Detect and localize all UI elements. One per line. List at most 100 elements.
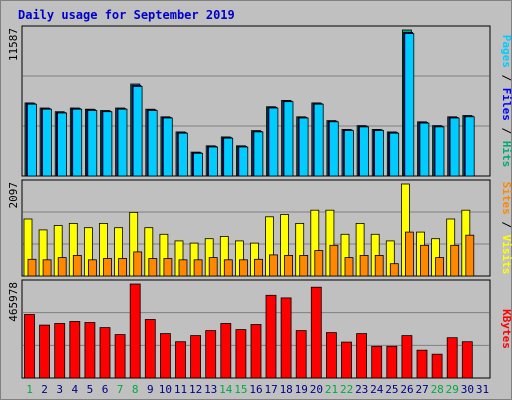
bar-kbytes-day-17 (265, 294, 277, 379)
bar-sites-day-6 (103, 258, 112, 277)
day-label: 23 (355, 383, 368, 396)
day-label: 30 (461, 383, 474, 396)
bar-kbytes-day-14 (220, 323, 232, 379)
series-legend: Pages / Files / Hits (500, 35, 512, 168)
bar-pages-day-13 (208, 146, 219, 177)
bar-sites-day-24 (374, 254, 384, 277)
panel-1: 2097 Sites / Visits (7, 179, 512, 277)
bar-sites-day-20 (314, 250, 324, 277)
bar-pages-day-18 (283, 101, 294, 177)
day-label: 2 (41, 383, 48, 396)
series-legend: Sites / Visits (500, 182, 512, 275)
day-label: 5 (87, 383, 94, 396)
day-label: 6 (102, 383, 109, 396)
bar-pages-day-14 (223, 137, 234, 177)
bar-sites-day-25 (389, 263, 399, 277)
bar-kbytes-day-5 (84, 322, 96, 379)
bar-pages-day-15 (238, 146, 249, 177)
day-label: 24 (370, 383, 384, 396)
bar-pages-day-11 (177, 132, 188, 177)
bar-kbytes-day-29 (446, 337, 458, 379)
bar-kbytes-day-9 (144, 319, 156, 379)
day-label: 26 (400, 383, 413, 396)
bar-kbytes-day-27 (416, 349, 428, 379)
bar-sites-day-7 (118, 258, 127, 277)
day-label: 7 (117, 383, 124, 396)
bar-pages-day-8 (132, 86, 143, 177)
bar-sites-day-8 (133, 251, 143, 277)
panel-2: 465978 KBytes (7, 279, 512, 379)
bar-sites-day-2 (42, 259, 52, 277)
legend-entry: Sites (500, 182, 512, 215)
bar-sites-day-12 (193, 259, 203, 277)
y-max-label: 11587 (7, 28, 20, 61)
bar-pages-day-19 (298, 117, 309, 177)
day-label: 21 (325, 383, 338, 396)
bar-kbytes-day-20 (310, 286, 322, 379)
bar-sites-day-30 (465, 234, 475, 277)
bar-sites-day-3 (57, 257, 67, 277)
bar-kbytes-day-3 (54, 323, 66, 379)
bar-sites-day-10 (163, 258, 173, 277)
day-label: 10 (159, 383, 172, 396)
bar-kbytes-day-22 (341, 341, 352, 379)
day-label: 1 (26, 383, 33, 396)
day-label: 14 (219, 383, 233, 396)
chart-panels: 11587 Pages / Files / Hits 2097 Sites / Vis… (7, 25, 512, 379)
bar-sites-day-28 (435, 257, 445, 277)
bar-kbytes-day-13 (205, 330, 217, 379)
bar-sites-day-22 (344, 257, 354, 277)
bar-sites-day-1 (27, 258, 37, 277)
bar-pages-day-25 (389, 132, 400, 177)
bar-kbytes-day-28 (431, 353, 443, 379)
bar-pages-day-17 (268, 107, 279, 177)
day-label: 4 (71, 383, 78, 396)
day-label: 31 (476, 383, 489, 396)
bar-pages-day-12 (193, 152, 203, 177)
legend-entry: Files (500, 88, 512, 121)
bar-sites-day-26 (404, 231, 414, 277)
bar-kbytes-day-19 (295, 330, 307, 379)
bar-pages-day-23 (359, 126, 369, 177)
bar-sites-day-5 (88, 259, 97, 277)
day-label: 13 (204, 383, 217, 396)
day-labels: 1 2 3 4 5 6 7 8 9 10 11 12 13 14 15 16 17 18 19 20 21 22 23 24 2… (26, 383, 489, 396)
bar-sites-day-15 (238, 259, 248, 277)
bar-kbytes-day-6 (99, 327, 111, 379)
bar-kbytes-day-10 (159, 333, 171, 379)
bar-sites-day-17 (269, 254, 278, 277)
chart-title: Daily usage for September 2019 (18, 8, 235, 22)
legend-entry: Pages (500, 35, 512, 68)
legend-entry: / (500, 121, 512, 141)
bar-pages-day-7 (117, 108, 128, 177)
bar-kbytes-day-4 (69, 321, 81, 379)
day-label: 12 (189, 383, 202, 396)
bar-kbytes-day-26 (401, 335, 413, 379)
bar-sites-day-11 (178, 259, 188, 277)
day-label: 8 (132, 383, 139, 396)
day-label: 9 (147, 383, 154, 396)
legend-entry: Hits (500, 141, 512, 168)
bar-sites-day-23 (359, 254, 369, 277)
bar-pages-day-4 (72, 108, 83, 177)
bar-kbytes-day-21 (325, 332, 337, 379)
bar-sites-day-21 (329, 244, 339, 277)
bar-sites-day-13 (208, 257, 218, 277)
bar-kbytes-day-25 (386, 345, 398, 379)
bar-pages-day-22 (343, 130, 354, 177)
y-max-label: 465978 (7, 282, 20, 322)
bar-kbytes-day-11 (175, 341, 186, 379)
day-label: 16 (249, 383, 262, 396)
bar-pages-day-24 (374, 130, 385, 177)
bar-kbytes-day-16 (250, 324, 262, 379)
bar-kbytes-day-7 (114, 334, 126, 379)
y-max-label: 2097 (7, 182, 20, 209)
day-label: 25 (385, 383, 398, 396)
legend-entry: / (500, 215, 512, 235)
day-label: 18 (280, 383, 293, 396)
bar-pages-day-3 (57, 112, 67, 177)
bar-pages-day-6 (102, 111, 113, 177)
bar-pages-day-21 (328, 121, 339, 177)
bar-pages-day-29 (449, 117, 460, 177)
